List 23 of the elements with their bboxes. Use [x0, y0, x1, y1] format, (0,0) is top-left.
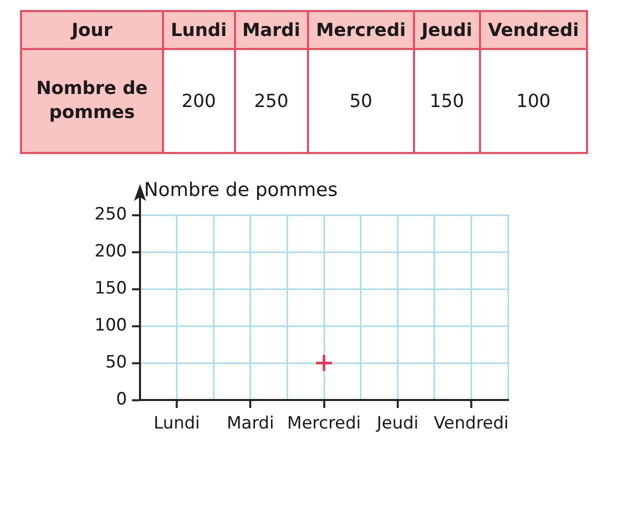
category-label: Jeudi	[414, 11, 480, 49]
x-tick-label: Mardi	[226, 414, 274, 434]
text: Nombre de pommes	[21, 49, 163, 153]
data-label: 150	[414, 49, 480, 153]
data-label: 50	[308, 49, 414, 153]
text: Jour	[21, 11, 163, 49]
category-label: Lundi	[163, 11, 235, 49]
y-tick-label: 0	[116, 389, 127, 410]
y-tick-label: 250	[94, 204, 127, 224]
category-label: Vendredi	[480, 11, 587, 49]
category-label: Mercredi	[308, 11, 414, 49]
x-tick-label: Mercredi	[287, 414, 361, 434]
x-tick-label: Jeudi	[376, 414, 418, 434]
y-axis-title: Nombre de pommes	[144, 179, 338, 201]
data-label: 100	[480, 49, 587, 153]
y-tick-label: 200	[94, 241, 127, 262]
y-tick-label: 50	[105, 352, 127, 372]
data-label: 250	[234, 49, 308, 153]
x-tick-label: Lundi	[154, 414, 200, 434]
y-tick-label: 150	[94, 278, 127, 298]
category-label: Mardi	[234, 11, 308, 49]
y-tick-label: 100	[94, 315, 127, 336]
x-tick-label: Vendredi	[434, 414, 509, 434]
